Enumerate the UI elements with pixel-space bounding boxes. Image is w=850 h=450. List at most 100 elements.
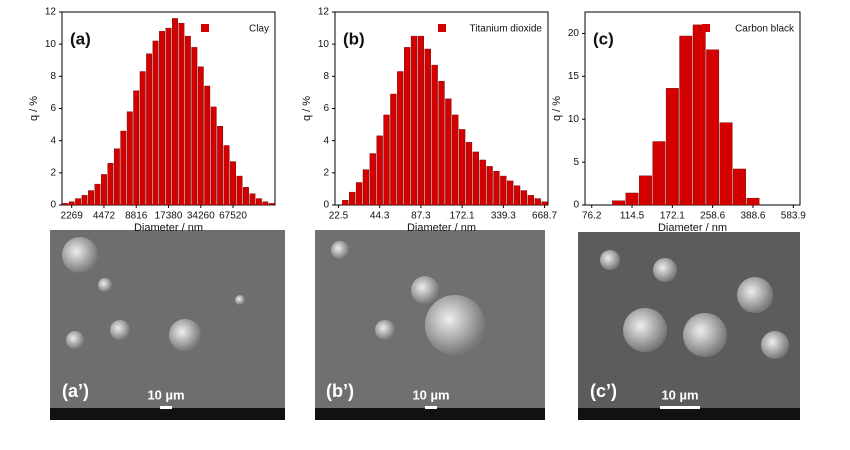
bar [397,71,404,206]
bar [500,175,507,206]
y-tick-label: 12 [45,7,57,18]
bar [479,159,486,206]
bar [88,190,94,206]
panel-label: (c) [593,29,614,48]
bar [120,130,127,206]
scale-bar-label: 10 µm [412,387,449,402]
bar [507,180,514,206]
x-tick-label: 34260 [187,211,215,222]
image-label: (b’) [326,381,354,401]
legend-swatch [201,24,209,32]
y-tick-label: 15 [568,71,580,82]
y-axis-title: q / % [301,96,313,121]
bar [639,175,652,206]
legend-label: Carbon black [735,24,795,35]
bar [612,200,626,206]
bar [465,142,473,206]
x-tick-label: 668.7 [532,211,557,222]
bar [210,106,217,206]
bar [62,203,69,206]
bar [486,166,493,206]
bar [342,199,349,206]
y-tick-label: 0 [573,200,579,211]
bar [520,190,528,206]
bar [133,90,140,206]
x-tick-label: 172.1 [450,211,475,222]
legend-label: Clay [249,24,269,35]
bar [625,192,639,206]
bar [101,174,107,206]
bar [191,47,198,206]
y-tick-label: 8 [323,71,329,82]
bar [652,141,666,206]
bar [390,93,397,206]
bar [404,47,411,206]
bar [692,24,706,206]
y-tick-label: 6 [323,103,329,114]
image-label: (a’) [62,381,89,401]
bar [152,40,159,206]
y-tick-label: 10 [568,114,580,125]
x-tick-label: 8816 [125,211,148,222]
legend-swatch [702,24,710,32]
bar [107,162,114,206]
bar [458,129,466,206]
scale-bar-label: 10 µm [147,387,184,402]
scale-bar-label: 10 µm [661,387,698,402]
bar [94,183,101,206]
bar [362,169,370,206]
x-tick-label: 17380 [155,211,183,222]
sem-image [578,232,800,420]
y-tick-label: 4 [323,135,329,146]
x-tick-label: 114.5 [620,211,645,222]
bar [452,114,459,206]
bar [184,35,191,206]
bar [472,151,479,206]
y-tick-label: 10 [318,39,330,50]
panel-label: (a) [70,29,91,48]
bar [165,27,172,206]
bar [68,201,75,206]
legend-label: Titanium dioxide [470,24,543,35]
x-tick-label: 76.2 [582,211,602,222]
y-tick-label: 5 [573,157,579,168]
bar [146,53,153,206]
bar [204,85,211,206]
bar [527,195,534,206]
image-label: (c’) [590,381,617,401]
bar [262,201,269,206]
x-tick-label: 583.9 [781,211,806,222]
bar [139,71,146,206]
bar [445,98,452,206]
x-tick-label: 87.3 [411,211,431,222]
bar [719,122,733,206]
y-tick-label: 20 [568,28,580,39]
bar [243,187,249,206]
bar [431,64,438,206]
y-tick-label: 10 [45,39,57,50]
bar [223,145,230,206]
bar [424,48,431,206]
bar [355,182,363,206]
bar [376,135,383,206]
bar [159,31,165,206]
x-tick-label: 172.1 [660,211,685,222]
y-axis-title: q / % [551,96,563,121]
bar [733,168,746,206]
x-tick-label: 339.3 [491,211,516,222]
y-tick-label: 6 [50,103,56,114]
bar [706,49,720,206]
x-tick-label: 44.3 [370,211,390,222]
bar [513,185,521,206]
bar [493,171,500,206]
sem-image [315,230,545,420]
sem-image [50,230,285,420]
y-tick-label: 2 [323,167,329,178]
y-tick-label: 4 [50,135,56,146]
x-axis-title: Diameter / nm [407,222,476,234]
x-axis-title: Diameter / nm [658,222,727,234]
legend-swatch [438,24,446,32]
bar [172,18,178,206]
x-tick-label: 2269 [61,211,84,222]
